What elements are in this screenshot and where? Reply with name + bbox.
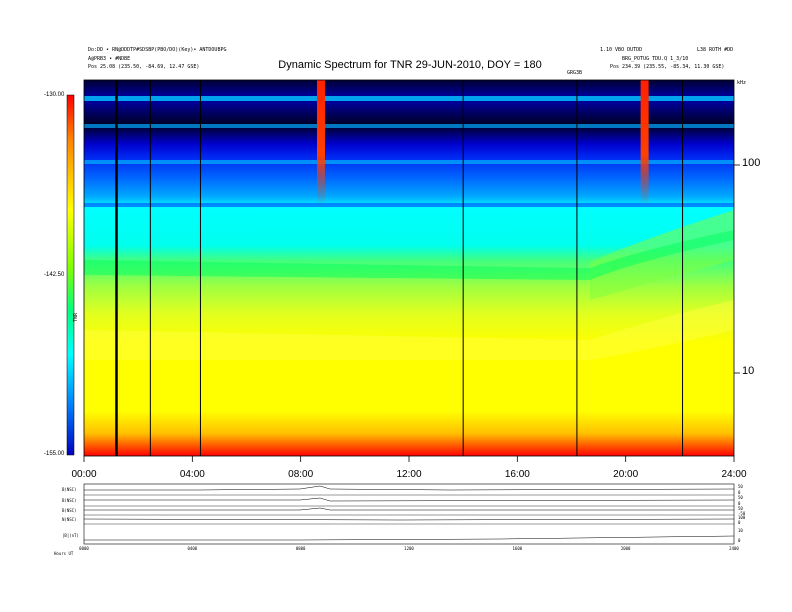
bottom-x-tick: 2000: [620, 546, 631, 551]
data-gap-lines: [115, 80, 684, 456]
x-tickmarks: [83, 456, 735, 462]
bottom-panels: [83, 483, 735, 545]
spectrogram-feature: [84, 300, 734, 360]
x-tick-label: 00:00: [71, 469, 97, 480]
spectrogram-band: [84, 124, 734, 128]
bottom-x-tick: 2400: [729, 546, 739, 551]
x-tick-label: 12:00: [396, 469, 422, 480]
panel-rtick: 0: [738, 538, 741, 543]
y-tick-10: 10: [742, 365, 755, 377]
spectrogram-band: [84, 160, 734, 164]
colorbar-label: TNR: [73, 312, 79, 322]
bottom-x-tick: 0800: [295, 546, 306, 551]
y-axis-unit: kHz: [737, 80, 747, 86]
bottom-x-tick: 1200: [404, 546, 414, 551]
header-left-line1: Do:DD • RN@DDDTP#SDSBP(PBO/DO)(Key)• ANT…: [88, 47, 227, 53]
panel-trace-3: [84, 507, 734, 511]
panel-label-1: B(NSC): [62, 487, 77, 492]
x-tick-label: 16:00: [504, 469, 530, 480]
burst-group: [316, 80, 649, 205]
panel-rtick: 0: [738, 501, 741, 506]
x-tick-label: 20:00: [613, 469, 639, 480]
panel-label-4: N(NSC): [62, 517, 77, 522]
colorbar-tick-bottom: -155.00: [44, 451, 65, 457]
header-right-line3: Pos 234.39 (235.55, -85.34, 11.30 GSE): [610, 64, 725, 70]
colorbar-tick-top: -130.00: [44, 92, 65, 98]
panel-rtick: 100: [738, 515, 746, 520]
panel-trace-1: [84, 485, 735, 491]
x-tick-label: 24:00: [721, 469, 747, 480]
panel-trace-4: [83, 518, 735, 521]
y-tickmarks: [734, 164, 740, 374]
header-right-line1: 1.10 VBO DUTDD: [600, 47, 643, 53]
panel-label-5: |B|(nT): [62, 533, 79, 538]
spectrogram-feature: [84, 230, 734, 280]
bottom-footer-label: Hours UT: [54, 551, 74, 556]
radio-burst: [640, 80, 649, 205]
radio-burst: [316, 80, 325, 205]
spectrogram-band: [84, 96, 734, 101]
colorbar-tick-mid: -142.50: [44, 272, 65, 278]
panel-rtick: 0: [738, 490, 741, 495]
colorbar: [66, 94, 75, 456]
panel-label-2: B(NSC): [62, 498, 77, 503]
panel-trace-2: [84, 497, 735, 502]
panel-label-3: B(NSC): [62, 508, 77, 513]
panel-rtick: 10: [738, 528, 743, 533]
header-left-line3: Pos 25.08 (235.50, -84.69, 12.47 GSE): [88, 64, 200, 70]
panel-rtick: 50: [738, 506, 743, 511]
panel-rtick: 0: [738, 520, 741, 525]
header-right-line2: BRG_POTUG TDU.Q 1_3/10: [622, 56, 689, 62]
panel-rtick: 50: [738, 495, 743, 500]
chart-title: Dynamic Spectrum for TNR 29-JUN-2010, DO…: [278, 59, 542, 71]
header-left-line2: A@PRB3 • #NDBE: [88, 56, 131, 62]
spectrogram-band: [84, 203, 734, 207]
header-right-line4: GRG3B: [567, 70, 583, 76]
header-right-line1b: L38 ROTH #DD: [697, 47, 734, 53]
panel-rtick: 50: [738, 484, 743, 489]
x-tick-label: 04:00: [179, 469, 205, 480]
panel-rtick: -50: [738, 511, 746, 516]
bottom-x-tick: 0400: [187, 546, 198, 551]
x-tick-label: 08:00: [288, 469, 314, 480]
panel-trace-5: [84, 535, 735, 541]
bottom-x-tick: 0000: [79, 546, 89, 551]
bottom-x-tick: 1600: [512, 546, 523, 551]
bottom-panel-frame: [83, 483, 735, 545]
y-tick-100: 100: [742, 157, 761, 169]
